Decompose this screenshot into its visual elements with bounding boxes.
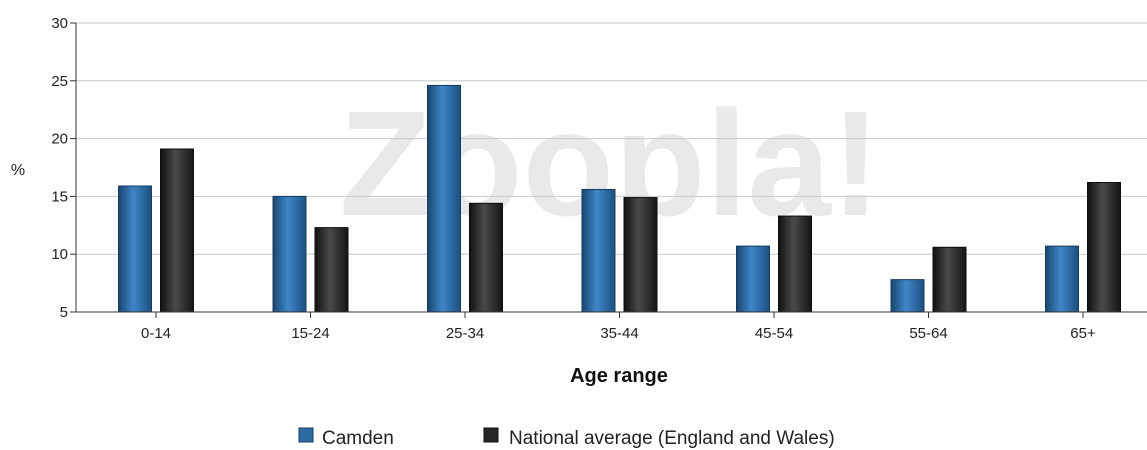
bar-camden-45-54 xyxy=(736,245,770,313)
x-tick-label: 35-44 xyxy=(600,325,638,342)
bar-camden-15-24 xyxy=(272,195,307,313)
legend-swatch-national xyxy=(483,427,499,443)
bar-national-25-34 xyxy=(469,202,503,313)
y-tick-label: 20 xyxy=(51,131,68,148)
legend-label-national: National average (England and Wales) xyxy=(509,428,835,449)
bar-national-15-24 xyxy=(314,227,349,313)
y-tick-label: 15 xyxy=(51,188,68,205)
bar-national-65+ xyxy=(1087,182,1121,313)
bar-camden-0-14 xyxy=(118,185,152,313)
bar-camden-65+ xyxy=(1045,245,1079,313)
x-tick-label: 55-64 xyxy=(909,325,947,342)
bar-camden-25-34 xyxy=(427,84,461,313)
legend: Camden National average (England and Wal… xyxy=(298,427,835,449)
y-tick-label: 30 xyxy=(51,15,68,32)
bar-national-55-64 xyxy=(932,246,967,313)
x-tick-label: 45-54 xyxy=(755,325,793,342)
axes: 5 10 15 20 25 30 0-14 15-24 25-34 35-44 45-54 55-64… xyxy=(51,15,1147,342)
x-tick-label: 0-14 xyxy=(141,325,171,342)
bar-camden-55-64 xyxy=(890,279,925,313)
y-tick-label: 10 xyxy=(51,246,68,263)
x-tick-label: 25-34 xyxy=(446,325,484,342)
y-tick-label: 25 xyxy=(51,73,68,90)
bar-national-35-44 xyxy=(623,197,658,313)
x-tick-label: 15-24 xyxy=(291,325,329,342)
x-tick-label: 65+ xyxy=(1070,325,1096,342)
x-axis-title: Age range xyxy=(570,365,668,387)
legend-swatch-camden xyxy=(298,427,314,443)
legend-label-camden: Camden xyxy=(322,428,394,449)
bar-national-0-14 xyxy=(160,148,194,313)
bar-national-45-54 xyxy=(778,215,812,313)
bar-camden-35-44 xyxy=(581,188,616,313)
bars xyxy=(118,84,1121,313)
y-axis-label: % xyxy=(11,162,25,179)
y-tick-label: 5 xyxy=(60,304,68,321)
